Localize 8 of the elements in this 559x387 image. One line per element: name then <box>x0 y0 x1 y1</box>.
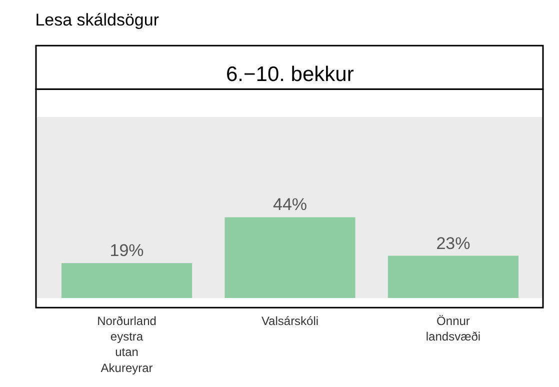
data-label: 19% <box>110 241 144 260</box>
x-tick-label: Valsárskóli <box>261 314 319 328</box>
chart-title: Lesa skáldsögur <box>35 10 160 30</box>
x-tick-label: Önnur landsvæði <box>426 314 481 344</box>
data-label: 23% <box>436 234 470 253</box>
chart-subtitle: 6.−10. bekkur <box>226 63 354 86</box>
x-tick-label: Norðurland eystra utan Akureyrar <box>97 314 156 375</box>
data-label: 44% <box>272 195 308 214</box>
